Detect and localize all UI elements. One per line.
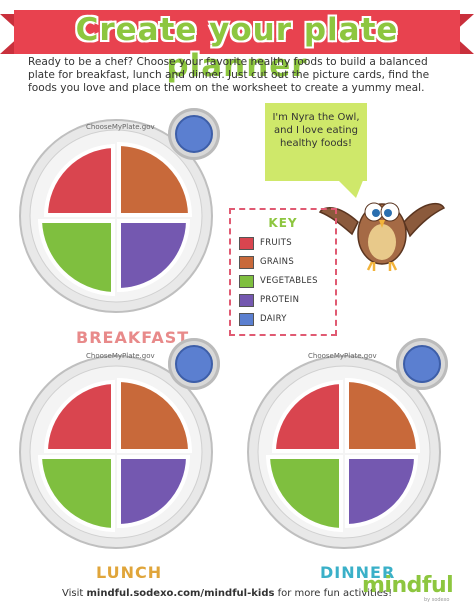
footer-prefix: Visit (62, 588, 87, 599)
food-group-key: KEY FRUITS GRAINS VEGETABLES PROTEIN DAI… (229, 208, 337, 336)
dairy-cup (168, 108, 220, 160)
breakfast-title: BREAKFAST (76, 328, 190, 347)
grains-section (117, 141, 193, 217)
dairy-swatch (239, 312, 254, 326)
protein-section (345, 455, 419, 529)
lunch-plate (18, 354, 214, 550)
footer-link[interactable]: mindful.sodexo.com/mindful-kids (86, 588, 275, 599)
key-label: GRAINS (260, 257, 295, 267)
plate-brand-label: ChooseMyPlate.gov (86, 352, 155, 360)
protein-section (117, 455, 191, 529)
speech-tail (336, 178, 364, 198)
grains-section (345, 377, 421, 453)
fruits-section (43, 143, 115, 217)
title-banner (0, 10, 474, 54)
key-label: VEGETABLES (260, 276, 318, 286)
vegetables-swatch (239, 274, 254, 288)
key-label: PROTEIN (260, 295, 300, 305)
speech-text: I'm Nyra the Owl, and I love eating heal… (272, 112, 360, 149)
plate-brand-label: ChooseMyPlate.gov (86, 123, 155, 131)
key-label: DAIRY (260, 314, 287, 324)
page-title: Create your plate planner (75, 12, 399, 84)
vegetables-section (37, 455, 115, 533)
key-item-vegetables: VEGETABLES (239, 274, 318, 288)
speech-bubble: I'm Nyra the Owl, and I love eating heal… (265, 103, 367, 181)
key-item-protein: PROTEIN (239, 293, 299, 307)
brand-subtitle: by sodexo (424, 597, 450, 603)
dairy-cup (396, 338, 448, 390)
vegetables-section (265, 455, 343, 533)
key-label: FRUITS (260, 238, 292, 248)
fruits-section (43, 379, 115, 453)
footer-text: Visit mindful.sodexo.com/mindful-kids fo… (62, 588, 392, 599)
intro-text: Ready to be a chef? Choose your favorite… (28, 56, 430, 94)
protein-swatch (239, 293, 254, 307)
breakfast-plate (18, 118, 214, 314)
vegetables-section (37, 219, 115, 297)
key-title: KEY (268, 216, 298, 230)
dinner-plate (246, 354, 442, 550)
dairy-cup (168, 338, 220, 390)
protein-section (117, 219, 191, 293)
footer-suffix: for more fun activities! (274, 588, 393, 599)
key-item-fruits: FRUITS (239, 236, 292, 250)
grains-swatch (239, 255, 254, 269)
lunch-title: LUNCH (96, 563, 163, 582)
dinner-title: DINNER (320, 563, 396, 582)
brand-logo: mindful (362, 573, 454, 598)
owl-mascot-icon (318, 202, 446, 271)
fruits-section (271, 379, 343, 453)
plate-brand-label: ChooseMyPlate.gov (308, 352, 377, 360)
fruits-swatch (239, 236, 254, 250)
grains-section (117, 377, 193, 453)
key-item-dairy: DAIRY (239, 312, 287, 326)
key-item-grains: GRAINS (239, 255, 294, 269)
